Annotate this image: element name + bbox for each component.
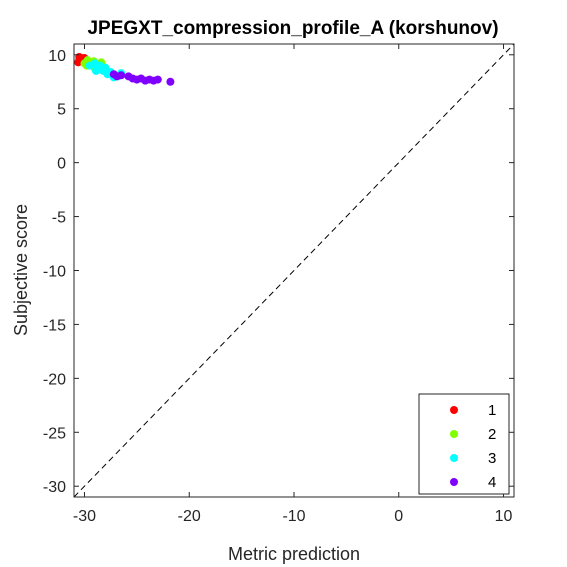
legend-marker: [450, 406, 458, 414]
legend-marker: [450, 430, 458, 438]
y-axis-ticks: 10 5 0 -5 -10 -15 -20 -25 -30: [43, 48, 514, 496]
y-tick-label: 10: [48, 48, 66, 65]
x-tick-label: -20: [178, 508, 201, 525]
legend-marker: [450, 454, 458, 462]
data-point-series-3: [92, 66, 100, 75]
x-tick-label: 10: [495, 508, 513, 525]
legend-box: [418, 393, 510, 495]
x-axis-ticks: -30 -20 -10 0 10: [73, 44, 513, 525]
chart-title: JPEGXT_compression_profile_A (korshunov): [87, 18, 498, 39]
x-axis-label: Metric prediction: [228, 544, 360, 564]
x-tick-label: 0: [394, 508, 403, 525]
legend-entry-label: 1: [488, 402, 496, 419]
x-tick-label: -30: [73, 508, 96, 525]
y-tick-label: 5: [57, 102, 66, 119]
reference-line-group: [73, 43, 515, 498]
y-tick-label: -25: [43, 425, 66, 442]
y-tick-label: -30: [43, 479, 66, 496]
data-point-series-4: [153, 75, 162, 84]
data-points-group: [74, 52, 175, 86]
legend-entry-label: 2: [488, 426, 496, 443]
legend-marker: [450, 478, 458, 486]
data-point-series-4: [117, 71, 126, 80]
y-tick-label: -5: [52, 210, 66, 227]
y-tick-label: -20: [43, 371, 66, 388]
legend-entry-label: 3: [488, 450, 496, 467]
legend-entry-label: 4: [488, 474, 496, 491]
y-axis-label: Subjective score: [11, 204, 31, 336]
data-point-series-4: [166, 77, 175, 86]
x-tick-label: -10: [282, 508, 305, 525]
y-tick-label: -10: [43, 264, 66, 281]
legend: 1 2 3 4: [418, 393, 510, 495]
y-tick-label: 0: [57, 156, 66, 173]
reference-diagonal-line: [73, 43, 515, 498]
y-tick-label: -15: [43, 317, 66, 334]
